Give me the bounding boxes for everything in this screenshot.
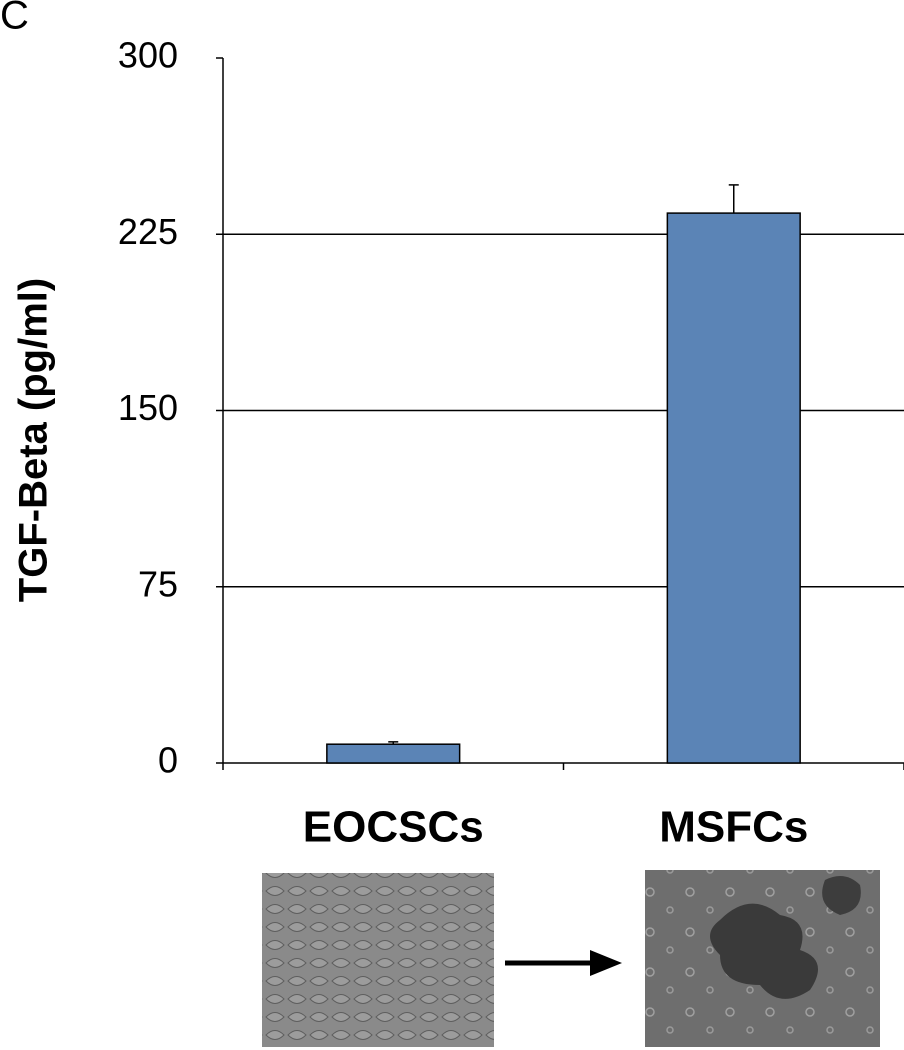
y-tick-label: 75: [138, 563, 178, 604]
x-tick-label: EOCSCs: [303, 803, 484, 852]
panel-label: C: [0, 0, 29, 38]
y-tick-label: 150: [118, 387, 178, 428]
y-tick-label: 225: [118, 211, 178, 252]
error-bar: [388, 741, 399, 745]
bar: [326, 743, 461, 764]
x-tick-label: MSFCs: [659, 803, 808, 852]
y-axis-label: TGF-Beta (pg/ml): [12, 278, 56, 602]
micrograph-eocscs: [262, 873, 494, 1047]
error-bar: [728, 184, 739, 214]
micrograph-msfcs: [645, 870, 880, 1047]
bar: [666, 212, 801, 764]
arrow: [505, 950, 622, 976]
y-tick-label: 300: [118, 35, 178, 76]
y-tick-label: 0: [158, 740, 178, 781]
